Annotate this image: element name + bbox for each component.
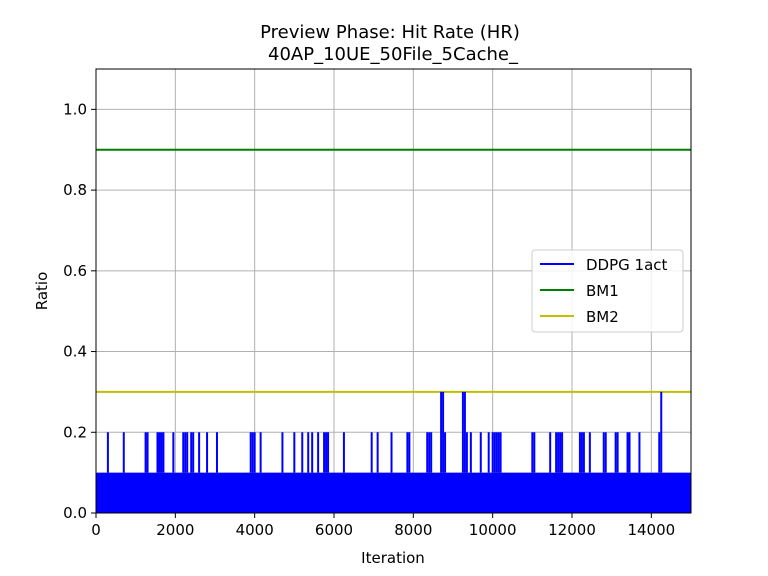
x-tick-label: 12000 xyxy=(548,521,596,539)
y-tick-label: 1.0 xyxy=(63,100,87,118)
legend-label-bm2: BM2 xyxy=(586,308,619,326)
y-axis-label: Ratio xyxy=(33,272,51,311)
x-tick-label: 14000 xyxy=(627,521,675,539)
chart-title: Preview Phase: Hit Rate (HR) xyxy=(260,22,520,43)
y-tick-label: 0.8 xyxy=(63,181,87,199)
x-tick-label: 2000 xyxy=(156,521,194,539)
x-tick-label: 8000 xyxy=(394,521,432,539)
x-tick-label: 4000 xyxy=(236,521,274,539)
y-tick-label: 0.6 xyxy=(63,262,87,280)
legend-label-bm1: BM1 xyxy=(586,282,619,300)
legend-box xyxy=(531,249,684,333)
y-tick-label: 0.2 xyxy=(63,423,87,441)
x-tick-label: 6000 xyxy=(315,521,353,539)
x-axis-label: Iteration xyxy=(361,549,425,567)
grid xyxy=(95,69,691,514)
legend-label-ddpg: DDPG 1act xyxy=(586,256,668,274)
y-tick-label: 0.0 xyxy=(63,504,87,522)
ddpg-dense-band xyxy=(96,472,691,513)
benchmark-lines xyxy=(96,148,691,393)
x-axis: 0 2000 4000 6000 8000 10000 12000 14000 xyxy=(91,513,675,539)
plot-frame xyxy=(95,68,692,514)
y-axis: 0.0 0.2 0.4 0.6 0.8 1.0 xyxy=(63,100,96,522)
legend: DDPG 1act BM1 BM2 xyxy=(531,249,684,333)
x-tick-label: 0 xyxy=(91,521,101,539)
chart-subtitle: 40AP_10UE_50File_5Cache_ xyxy=(268,44,519,65)
y-tick-label: 0.4 xyxy=(63,343,87,361)
x-tick-label: 10000 xyxy=(469,521,517,539)
ddpg-series xyxy=(96,391,691,513)
